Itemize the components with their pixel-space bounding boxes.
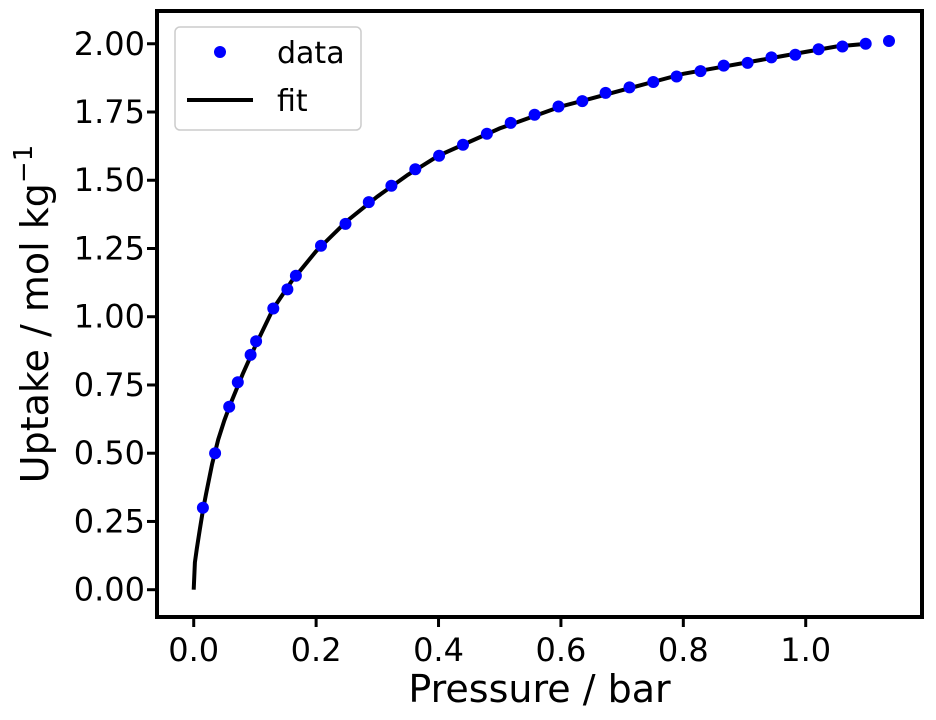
x-tick-label: 0.4 [413, 631, 464, 669]
y-tick-label: 1.75 [74, 93, 145, 131]
data-point [812, 43, 825, 56]
data-point [231, 376, 244, 389]
data-point [859, 37, 872, 50]
data-point [362, 196, 375, 209]
data-point [339, 217, 352, 230]
data-point [647, 76, 660, 88]
data-point [599, 86, 612, 99]
data-point [789, 48, 802, 61]
data-point [576, 95, 589, 108]
y-tick-label: 1.00 [74, 298, 145, 336]
x-tick-label: 0.0 [168, 631, 219, 669]
data-point [209, 447, 222, 460]
data-point [457, 138, 469, 151]
data-point [409, 163, 422, 176]
y-axis-label-superscript: −1 [9, 145, 39, 183]
x-tick-label: 0.8 [658, 631, 709, 669]
legend-fit-label: fit [277, 84, 308, 119]
data-point [504, 116, 517, 129]
plot-content [191, 35, 895, 590]
data-point [315, 239, 327, 252]
data-point [623, 81, 636, 94]
data-point [223, 400, 236, 413]
data-point [552, 100, 565, 113]
data-point [281, 283, 294, 296]
data-point [267, 302, 280, 315]
legend-data-marker [214, 46, 226, 58]
data-point [250, 335, 263, 348]
data-point [694, 65, 707, 78]
y-axis-label: Uptake / mol kg−1 [9, 145, 57, 483]
x-axis-ticks: 0.0 0.2 0.4 0.6 0.8 1.0 [168, 617, 831, 669]
x-tick-label: 1.0 [780, 631, 831, 669]
y-tick-label: 2.00 [74, 25, 145, 63]
data-point [883, 35, 895, 47]
y-tick-label: 1.25 [74, 229, 145, 267]
x-tick-label: 0.2 [291, 631, 342, 669]
y-axis-label-main: Uptake / mol kg [13, 183, 57, 483]
data-point [289, 269, 302, 282]
data-point [196, 501, 209, 514]
data-point [244, 348, 257, 361]
y-tick-label: 1.50 [74, 161, 145, 199]
axes-frame [155, 9, 924, 619]
data-point [741, 56, 754, 69]
legend-data-label: data [277, 36, 345, 71]
data-point [480, 127, 493, 140]
y-tick-label: 0.75 [74, 366, 145, 404]
data-point [717, 59, 730, 72]
data-point [765, 51, 778, 64]
data-point [433, 149, 446, 162]
x-axis-label: Pressure / bar [408, 667, 671, 711]
data-point [528, 108, 541, 121]
y-tick-label: 0.50 [74, 434, 145, 472]
y-tick-label: 0.00 [74, 571, 145, 609]
data-point [836, 40, 849, 53]
legend: data fit [174, 26, 362, 131]
data-point [385, 179, 398, 192]
data-point [670, 70, 683, 83]
y-axis-ticks: 0.00 0.25 0.50 0.75 1.00 1.25 1.50 1.75 2.00 [74, 25, 157, 609]
y-tick-label: 0.25 [74, 502, 145, 540]
x-tick-label: 0.6 [535, 631, 586, 669]
